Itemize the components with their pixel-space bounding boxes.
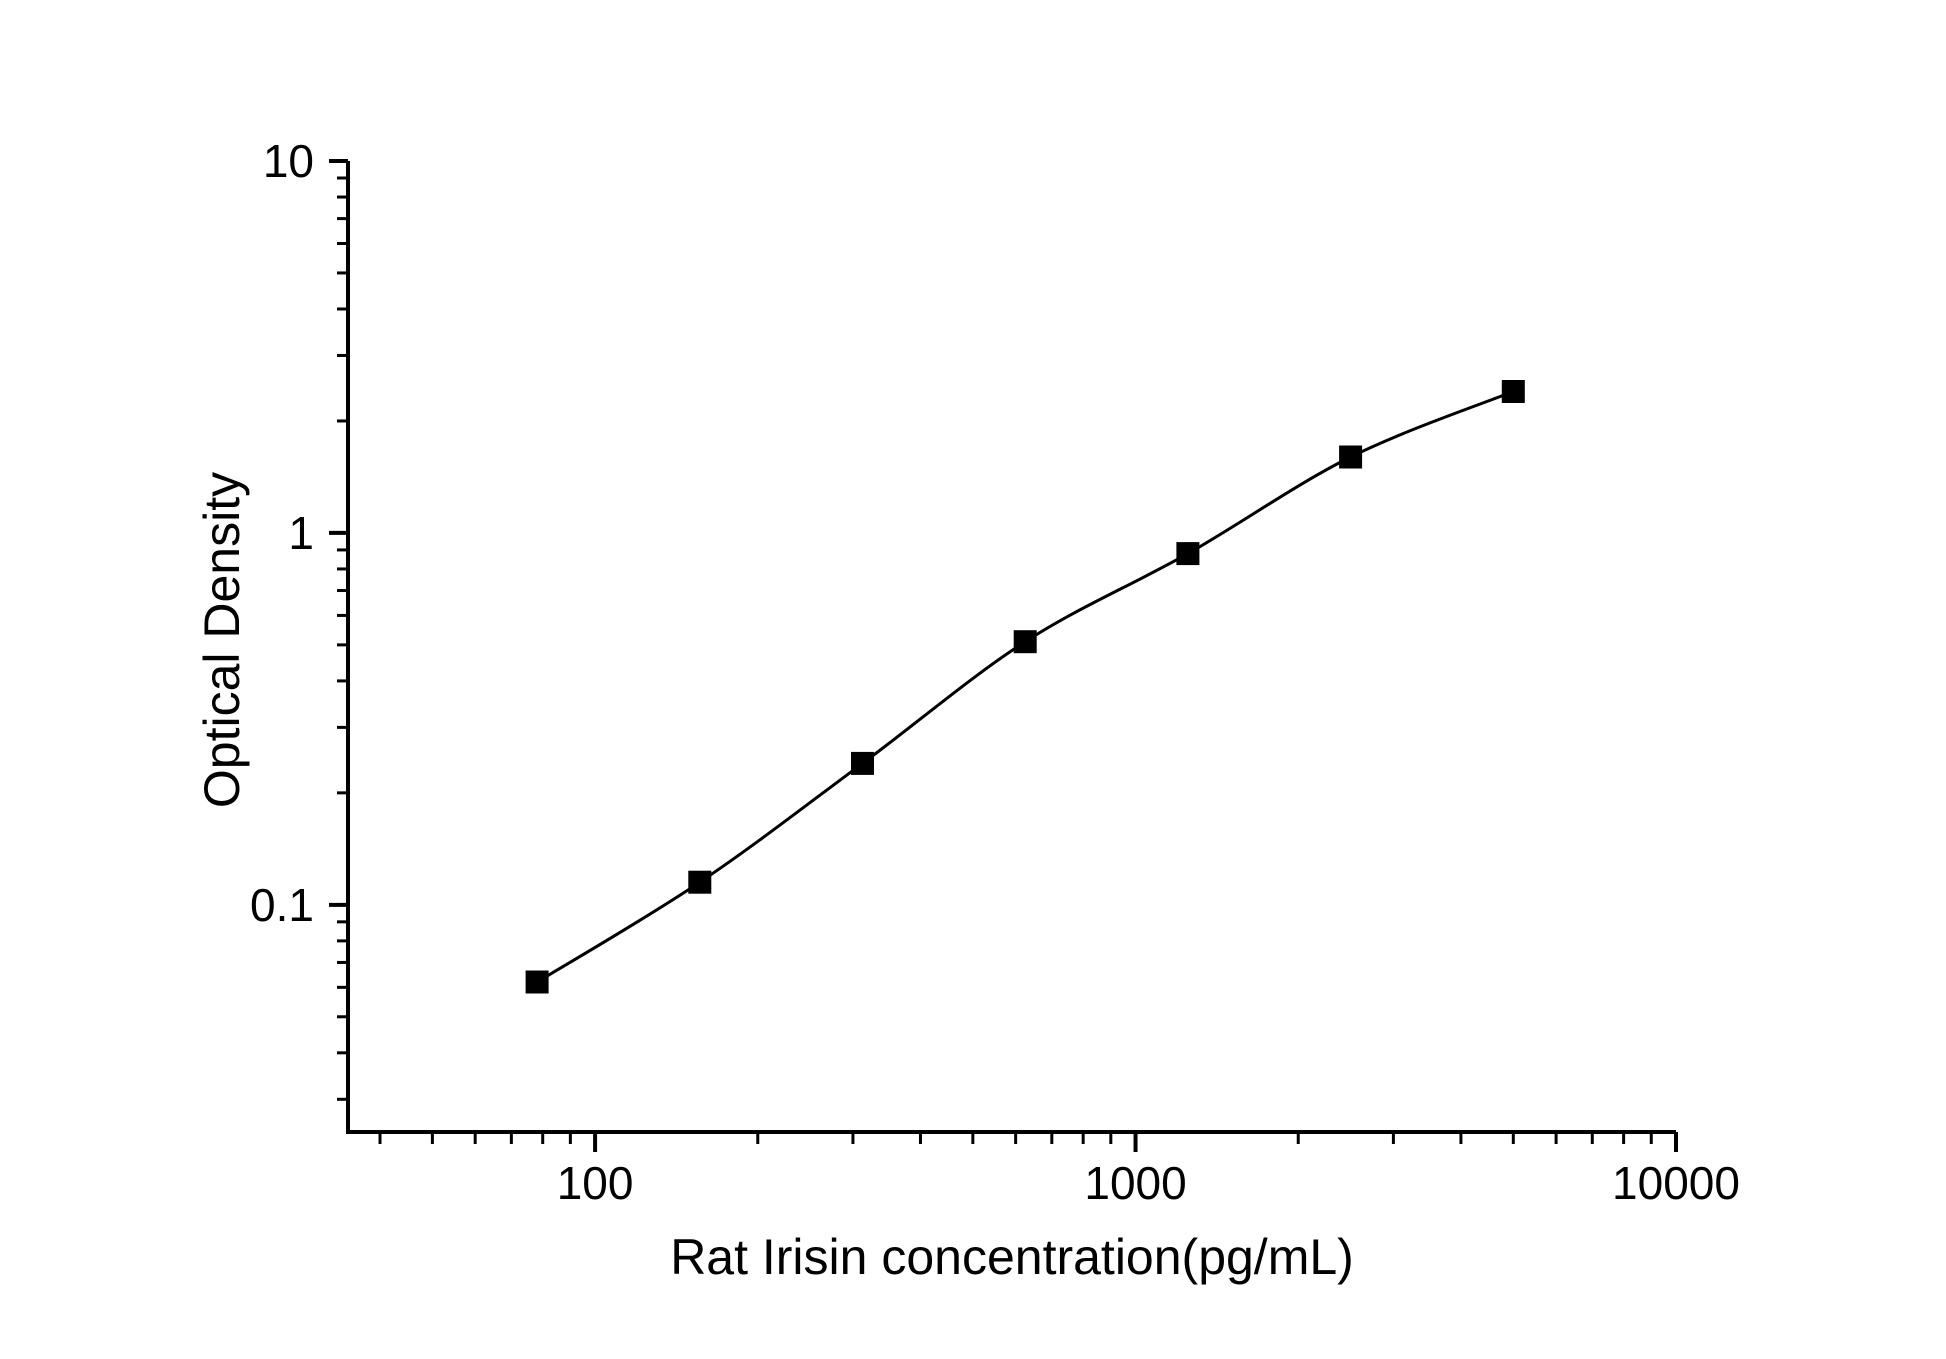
x-tick-label: 10000 (1612, 1157, 1740, 1209)
data-point-marker (1339, 445, 1363, 469)
x-tick-label: 100 (557, 1157, 634, 1209)
data-point-marker (525, 970, 549, 994)
x-tick-label: 1000 (1084, 1157, 1186, 1209)
x-axis-title: Rat Irisin concentration(pg/mL) (670, 1229, 1354, 1285)
y-axis-title: Optical Density (194, 471, 250, 809)
y-tick-label: 0.1 (250, 879, 314, 931)
data-point-marker (688, 870, 712, 894)
standard-curve-line (536, 390, 1514, 984)
y-tick-label: 10 (263, 135, 314, 187)
data-point-marker (851, 751, 874, 775)
data-point-marker (1501, 380, 1525, 403)
y-tick-label: 1 (288, 507, 314, 559)
data-point-marker (1176, 542, 1200, 566)
data-point-marker (1013, 630, 1037, 654)
